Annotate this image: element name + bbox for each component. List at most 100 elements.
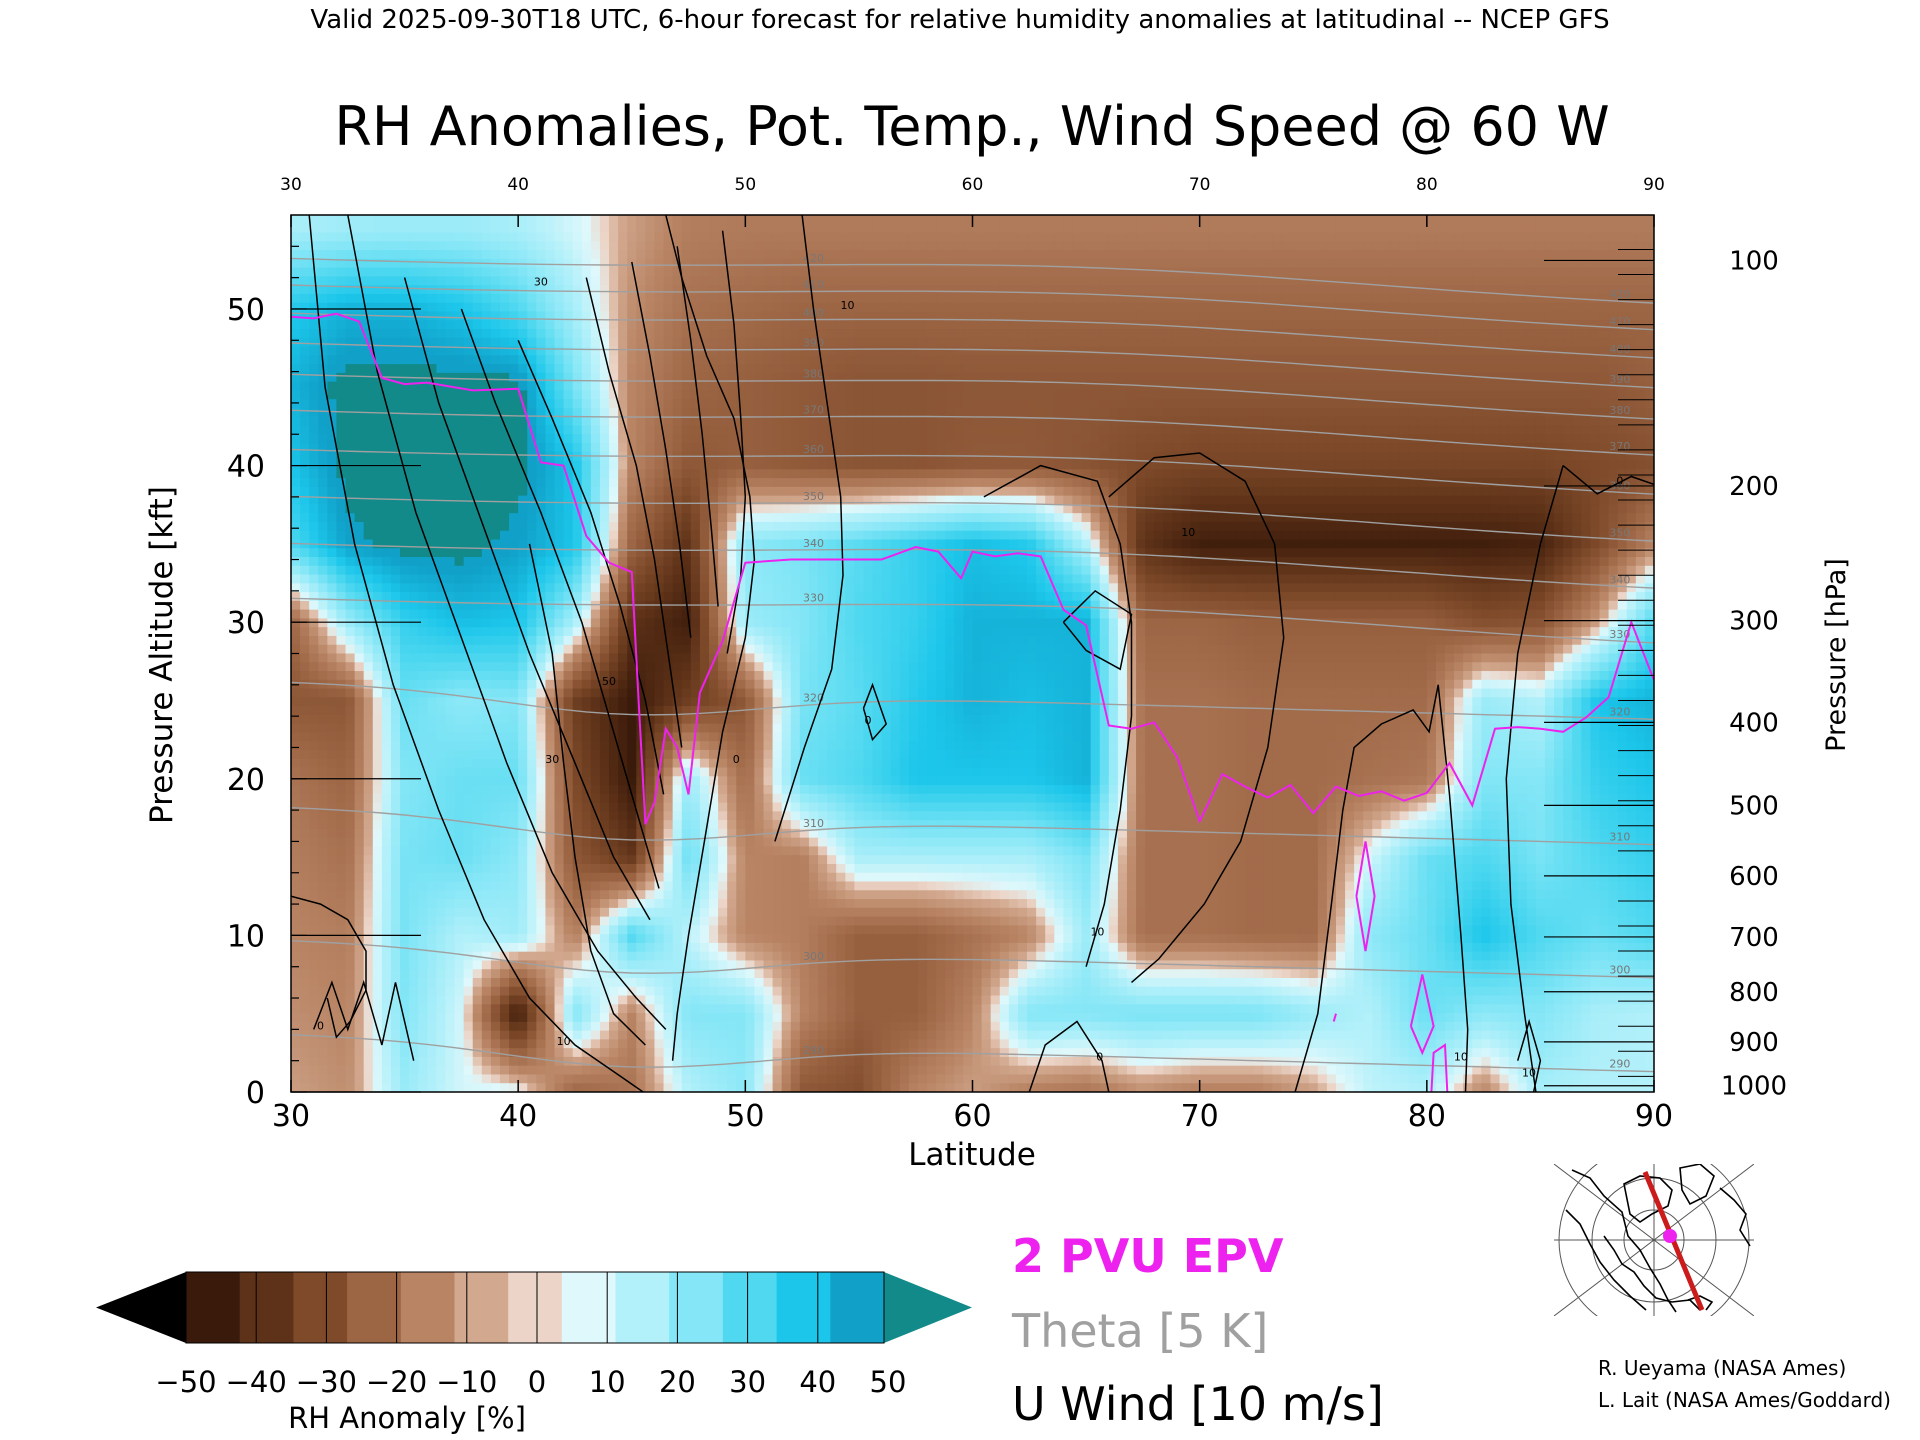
heatmap-cell	[418, 223, 428, 234]
heatmap-cell	[636, 223, 646, 234]
heatmap-cell	[663, 486, 674, 497]
heatmap-cell	[718, 381, 728, 391]
heatmap-cell	[1490, 258, 1501, 269]
heatmap-cell	[581, 364, 592, 374]
heatmap-cell	[1027, 329, 1037, 339]
heatmap-cell	[845, 443, 855, 453]
heatmap-cell	[1599, 460, 1610, 470]
heatmap-cell	[1599, 232, 1610, 242]
heatmap-cell	[1381, 241, 1392, 251]
heatmap-cell	[681, 364, 692, 374]
heatmap-cell	[827, 443, 837, 453]
heatmap-cell	[1154, 486, 1164, 497]
heatmap-cell	[1199, 399, 1210, 409]
heatmap-cell	[1099, 285, 1110, 295]
heatmap-cell	[1108, 293, 1119, 304]
heatmap-cell	[463, 215, 474, 225]
heatmap-cell	[1245, 451, 1255, 462]
heatmap-cell	[818, 381, 828, 391]
heatmap-cell	[754, 478, 765, 488]
heatmap-cell	[463, 495, 474, 506]
heatmap-cell	[363, 329, 374, 339]
heatmap-cell	[1363, 337, 1373, 348]
heatmap-cell	[999, 355, 1010, 365]
heatmap-cell	[1445, 232, 1455, 242]
heatmap-cell	[1236, 232, 1246, 242]
heatmap-cell	[1517, 416, 1528, 427]
heatmap-cell	[509, 372, 519, 383]
heatmap-cell	[1254, 372, 1264, 383]
heatmap-cell	[645, 346, 656, 356]
heatmap-cell	[1472, 399, 1482, 409]
heatmap-cell	[1226, 329, 1237, 339]
heatmap-cell	[1226, 293, 1237, 304]
heatmap-cell	[672, 443, 683, 453]
heatmap-cell	[627, 302, 637, 313]
heatmap-cell	[1217, 276, 1228, 286]
heatmap-cell	[1435, 390, 1446, 400]
heatmap-cell	[1463, 215, 1473, 225]
heatmap-cell	[917, 355, 928, 365]
heatmap-cell	[1263, 434, 1273, 444]
heatmap-cell	[454, 460, 465, 470]
heatmap-cell	[509, 311, 519, 321]
heatmap-cell	[363, 381, 374, 391]
heatmap-cell	[418, 329, 428, 339]
heatmap-cell	[336, 443, 347, 453]
heatmap-cell	[309, 399, 319, 409]
heatmap-cell	[1272, 390, 1283, 400]
heatmap-cell	[1572, 250, 1582, 260]
heatmap-cell	[845, 486, 855, 497]
heatmap-cell	[963, 407, 974, 418]
heatmap-cell	[1090, 425, 1101, 435]
heatmap-cell	[1317, 223, 1328, 234]
heatmap-cell	[1408, 407, 1419, 418]
heatmap-cell	[1390, 311, 1401, 321]
heatmap-cell	[1290, 399, 1301, 409]
heatmap-cell	[1535, 250, 1546, 260]
heatmap-cell	[363, 486, 374, 497]
heatmap-cell	[572, 381, 583, 391]
heatmap-cell	[908, 399, 919, 409]
heatmap-cell	[1626, 250, 1637, 260]
heatmap-cell	[1108, 355, 1119, 365]
heatmap-cell	[1454, 267, 1464, 277]
heatmap-cell	[972, 460, 983, 470]
heatmap-cell	[509, 416, 519, 427]
heatmap-cell	[1027, 434, 1037, 444]
heatmap-cell	[1036, 215, 1046, 225]
heatmap-cell	[1181, 215, 1192, 225]
heatmap-cell	[872, 258, 883, 269]
heatmap-cell	[981, 329, 992, 339]
heatmap-cell	[736, 337, 746, 348]
heatmap-cell	[1445, 364, 1455, 374]
heatmap-cell	[1326, 443, 1337, 453]
heatmap-cell	[354, 258, 365, 269]
heatmap-cell	[518, 232, 528, 242]
heatmap-cell	[1463, 407, 1473, 418]
heatmap-cell	[1626, 486, 1637, 497]
heatmap-cell	[300, 355, 310, 365]
heatmap-cell	[1454, 469, 1464, 479]
heatmap-cell	[1481, 390, 1492, 400]
heatmap-cell	[1208, 346, 1219, 356]
heatmap-cell	[754, 495, 765, 506]
heatmap-cell	[609, 285, 619, 295]
heatmap-cell	[1372, 232, 1382, 242]
heatmap-cell	[1354, 372, 1364, 383]
heatmap-cell	[1517, 486, 1528, 497]
heatmap-cell	[527, 504, 537, 514]
heatmap-cell	[1517, 460, 1528, 470]
heatmap-cell	[627, 460, 637, 470]
heatmap-cell	[1054, 302, 1064, 313]
heatmap-cell	[945, 276, 955, 286]
heatmap-cell	[1635, 329, 1646, 339]
heatmap-cell	[409, 478, 419, 488]
heatmap-cell	[1254, 381, 1264, 391]
heatmap-cell	[1090, 293, 1101, 304]
heatmap-cell	[1644, 267, 1654, 277]
heatmap-cell	[954, 320, 965, 330]
heatmap-cell	[1181, 416, 1192, 427]
heatmap-cell	[1626, 311, 1637, 321]
heatmap-cell	[1163, 390, 1174, 400]
